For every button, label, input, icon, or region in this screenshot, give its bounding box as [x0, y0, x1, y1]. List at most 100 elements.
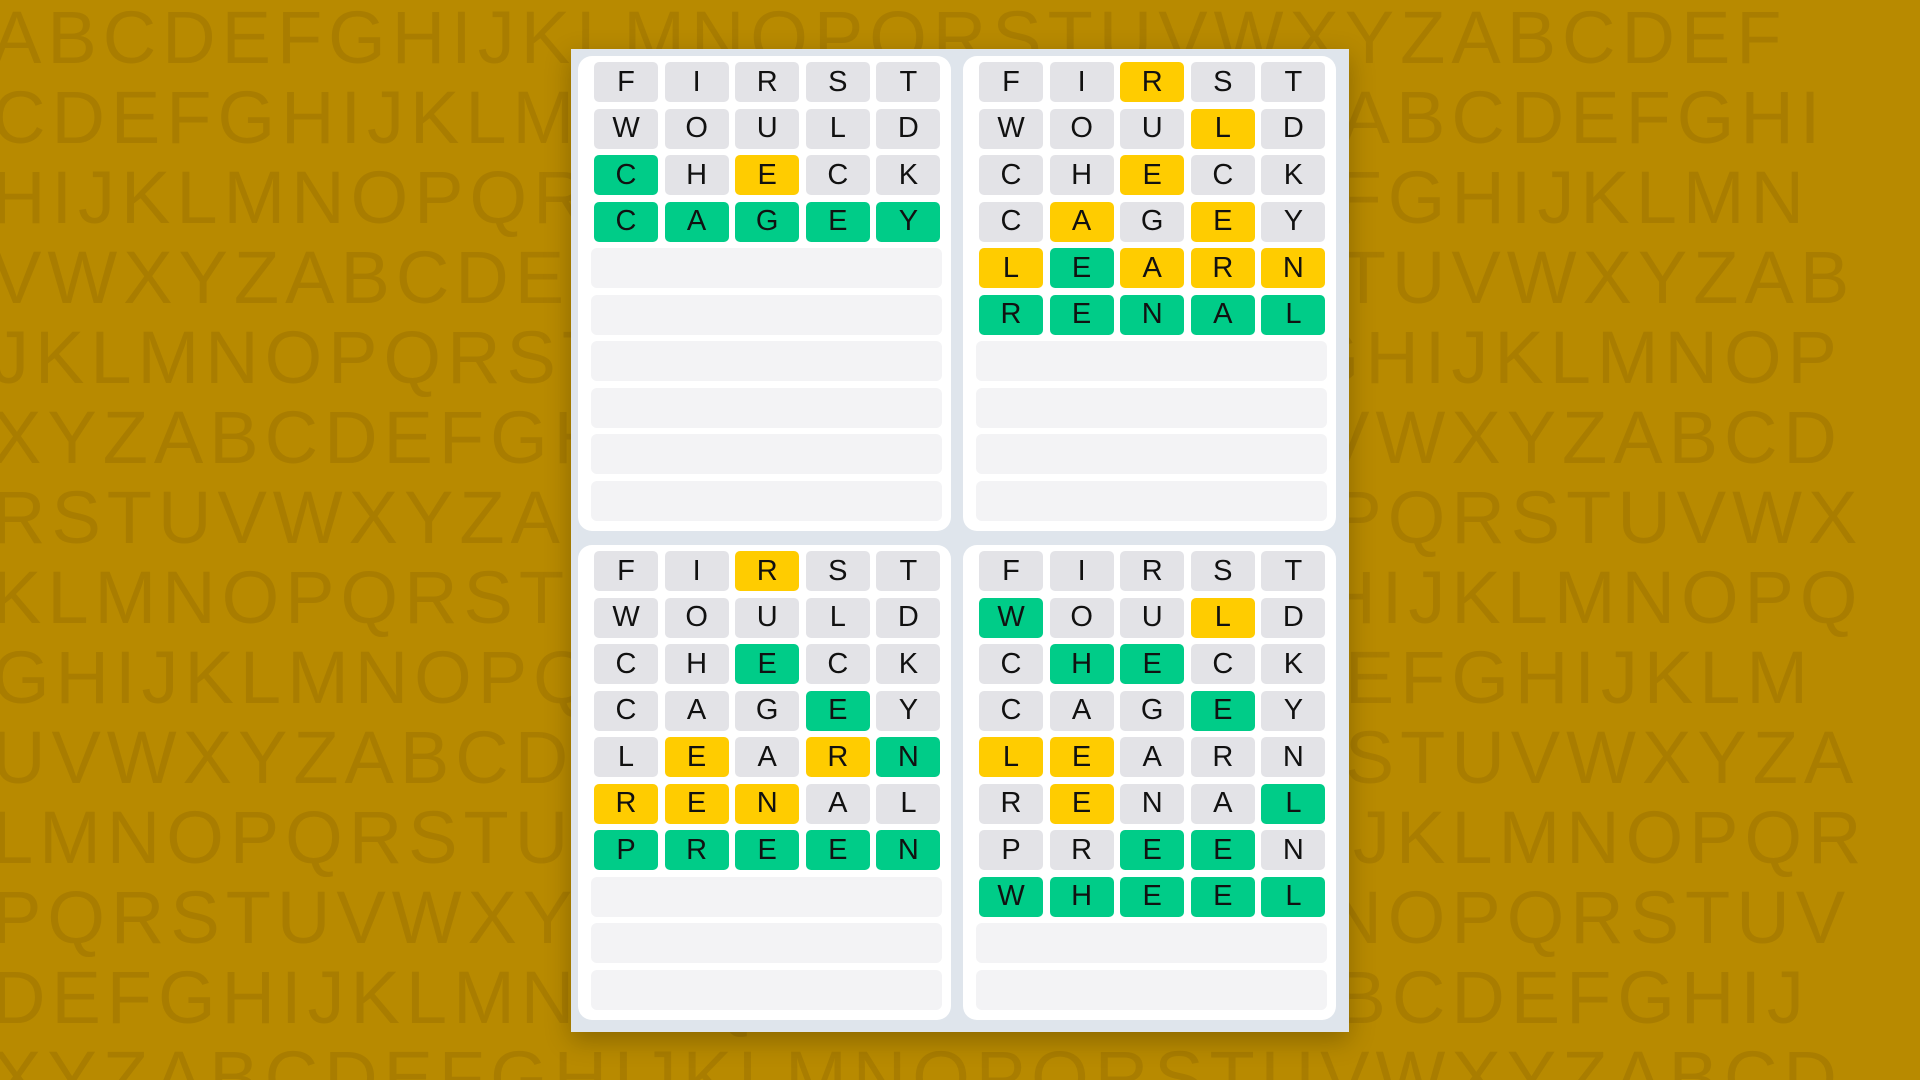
letter-tile: E [805, 690, 870, 731]
letter-tile: T [1261, 62, 1326, 102]
empty-row-slot [591, 387, 942, 428]
letter-tile: R [979, 783, 1043, 824]
letter-tile: F [594, 62, 658, 102]
letter-tile: E [1190, 876, 1255, 917]
letter-tile: C [594, 155, 658, 195]
letter-tile: K [1261, 644, 1326, 684]
letter-tile: A [664, 690, 729, 731]
letter-tile: L [1261, 783, 1326, 824]
empty-row-slot [976, 923, 1327, 963]
letter-tile: A [1049, 690, 1114, 731]
letter-tile: A [1120, 248, 1185, 288]
letter-tile: R [1190, 737, 1255, 777]
letter-tile: C [805, 644, 870, 684]
letter-tile: P [594, 830, 658, 870]
empty-row-slot [591, 294, 942, 335]
letter-tile: H [1049, 876, 1114, 917]
letter-tile: O [664, 597, 729, 638]
letter-tile: A [805, 783, 870, 824]
letter-tile: K [876, 644, 941, 684]
letter-tile: N [1261, 737, 1326, 777]
empty-row [591, 876, 942, 917]
letter-tile: L [979, 737, 1043, 777]
letter-tile: F [979, 551, 1043, 591]
empty-row [591, 387, 942, 428]
letter-tile: R [805, 737, 870, 777]
letter-tile: U [735, 108, 800, 149]
empty-row [976, 434, 1327, 474]
letter-tile: N [735, 783, 800, 824]
letter-tile: K [876, 155, 941, 195]
letter-tile: P [979, 830, 1043, 870]
letter-tile: O [1049, 597, 1114, 638]
letter-tile: E [664, 783, 729, 824]
letter-tile: E [1190, 830, 1255, 870]
empty-row [976, 923, 1327, 963]
letter-tile: L [876, 783, 941, 824]
letter-tile: C [1190, 644, 1255, 684]
letter-tile: W [594, 108, 658, 149]
letter-tile: I [1049, 62, 1114, 102]
letter-tile: F [594, 551, 658, 591]
letter-tile: R [594, 783, 658, 824]
letter-tile: W [979, 108, 1043, 149]
empty-row [591, 294, 942, 335]
letter-tile: N [1120, 294, 1185, 335]
letter-tile: Y [1261, 201, 1326, 242]
empty-row-slot [976, 969, 1327, 1010]
letter-tile: I [664, 62, 729, 102]
letter-tile: C [805, 155, 870, 195]
letter-tile: S [1190, 551, 1255, 591]
letter-tile: O [664, 108, 729, 149]
letter-tile: I [664, 551, 729, 591]
letter-tile: R [979, 294, 1043, 335]
letter-tile: R [1190, 248, 1255, 288]
empty-row-slot [976, 341, 1327, 381]
empty-row-slot [976, 480, 1327, 521]
letter-tile: R [735, 551, 800, 591]
letter-tile: W [979, 597, 1043, 638]
letter-tile: R [735, 62, 800, 102]
empty-row-slot [591, 876, 942, 917]
letter-tile: H [664, 155, 729, 195]
letter-tile: A [1120, 737, 1185, 777]
empty-row [976, 387, 1327, 428]
letter-tile: K [1261, 155, 1326, 195]
letter-tile: E [805, 830, 870, 870]
letter-tile: W [979, 876, 1043, 917]
letter-tile: C [979, 155, 1043, 195]
letter-tile: L [979, 248, 1043, 288]
empty-row-slot [976, 434, 1327, 474]
empty-row [591, 434, 942, 474]
letter-tile: A [664, 201, 729, 242]
letter-tile: L [1190, 597, 1255, 638]
letter-tile: A [735, 737, 800, 777]
letter-tile: N [876, 737, 941, 777]
letter-tile: H [1049, 155, 1114, 195]
letter-tile: H [1049, 644, 1114, 684]
letter-tile: D [876, 108, 941, 149]
letter-tile: D [1261, 597, 1326, 638]
letter-tile: Y [876, 201, 941, 242]
letter-tile: S [805, 62, 870, 102]
